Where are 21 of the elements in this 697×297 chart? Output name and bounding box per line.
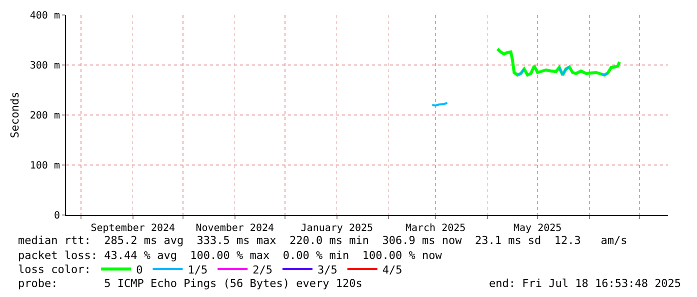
legend-label: 0	[136, 263, 143, 276]
x-tick-label: November 2024	[196, 223, 274, 234]
x-tick-label: September 2024	[90, 223, 176, 234]
y-tick-label: 400 m	[30, 10, 60, 22]
text: median rtt: 285.2 ms avg 333.5 ms max 220.0 ms min 306.9 ms now 23.1 ms sd 12.3 am/s	[18, 234, 628, 247]
legend-label: 2/5	[252, 263, 272, 276]
y-axis-title: Seconds	[8, 92, 22, 138]
text: packet loss: 43.44 % avg 100.00 % max 0.00 % min 100.00 % now	[18, 249, 442, 262]
y-tick-label: 300 m	[30, 60, 60, 72]
x-tick-label: May 2025	[513, 223, 562, 234]
x-tick-label: March 2025	[405, 223, 466, 234]
y-tick-label: 200 m	[30, 110, 60, 122]
text: probe: 5 ICMP Echo Pings (56 Bytes) every 120s	[18, 277, 362, 290]
legend-label: 1/5	[188, 263, 208, 276]
text: end: Fri Jul 18 16:53:48 2025	[489, 277, 682, 290]
y-tick-label: 100 m	[30, 160, 60, 172]
legend-title: loss color:	[18, 263, 91, 276]
legend-label: 4/5	[382, 263, 402, 276]
y-tick-label: 0	[54, 210, 60, 222]
x-tick-label: January 2025	[300, 223, 374, 234]
legend-label: 3/5	[317, 263, 338, 276]
